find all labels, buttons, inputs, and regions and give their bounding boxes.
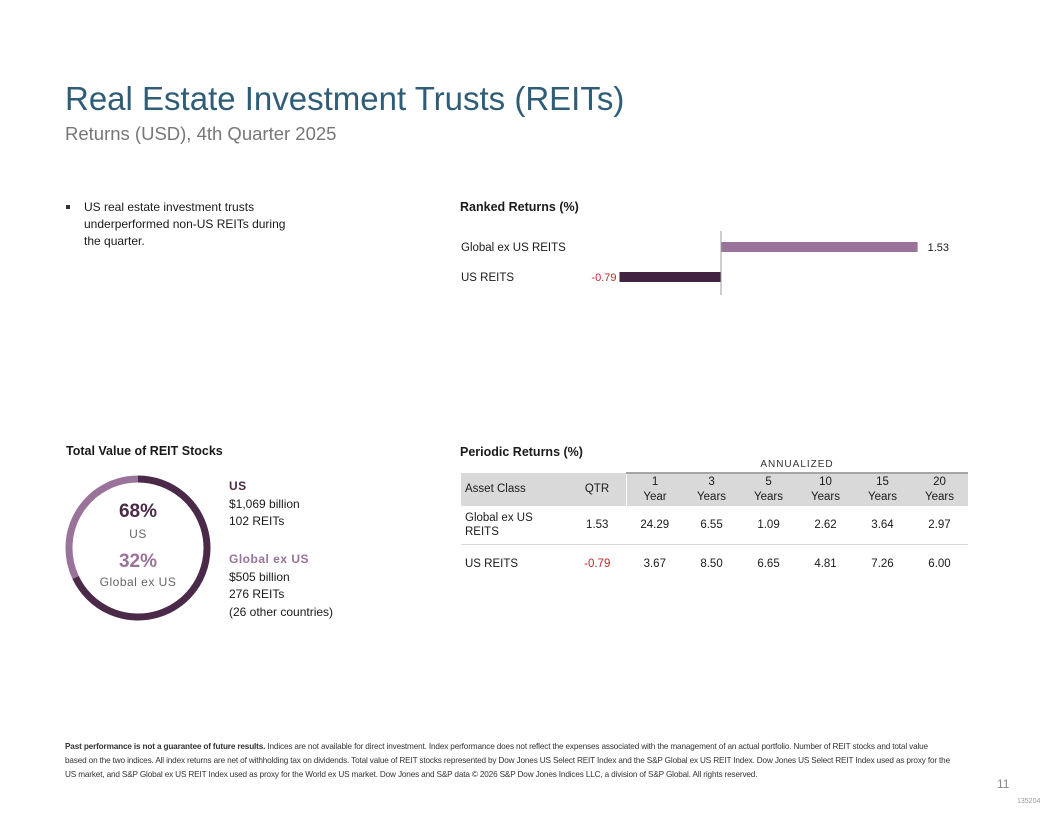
col-3-years: 3 Years bbox=[683, 472, 741, 506]
table-row: Global ex US REITS 1.53 24.29 6.55 1.09 2… bbox=[461, 506, 968, 545]
y10-cell: 4.81 bbox=[814, 558, 837, 570]
bullet-icon bbox=[66, 205, 70, 209]
global-legend-count: 276 REITs bbox=[229, 587, 285, 601]
us-legend-value: $1,069 billion bbox=[229, 496, 300, 511]
y15-cell: 3.64 bbox=[854, 506, 911, 545]
page-number: 11 bbox=[997, 777, 1010, 791]
table-row: US REITS -0.79 3.67 8.50 6.65 4.81 7.26 … bbox=[461, 545, 968, 584]
periodic-returns-table: Asset Class QTR 1 Year 3 Years 5 Years 10 Ye… bbox=[461, 472, 968, 583]
y3-cell: 8.50 bbox=[700, 558, 723, 570]
qtr-cell: -0.79 bbox=[584, 558, 611, 570]
category-label: Global ex US REITS bbox=[461, 242, 566, 254]
col-15-years: 15 Years bbox=[854, 472, 911, 506]
y5-cell: 1.09 bbox=[740, 506, 798, 545]
global-legend-value: $505 billion bbox=[229, 569, 290, 584]
ranked-returns-title: Ranked Returns (%) bbox=[460, 200, 579, 214]
footnote: Past performance is not a guarantee of f… bbox=[65, 740, 950, 782]
table-header-row: Asset Class QTR 1 Year 3 Years 5 Years 10 Ye… bbox=[461, 472, 968, 506]
asset-class-cell: US REITS bbox=[465, 558, 519, 570]
col-20-years: 20 Years bbox=[910, 472, 968, 506]
us-legend-count: 102 REITs bbox=[229, 514, 285, 528]
category-label: US REITS bbox=[461, 272, 514, 284]
y15-cell: 7.26 bbox=[871, 558, 894, 570]
y20-cell: 2.97 bbox=[910, 506, 968, 545]
col-10-years: 10 Years bbox=[797, 472, 854, 506]
us-legend-heading: US bbox=[229, 479, 247, 493]
ranked-returns-chart: Global ex US REITS 1.53 US REITS -0.79 bbox=[461, 231, 949, 295]
us-share-label: US bbox=[129, 527, 147, 541]
footnote-disclaimer: Past performance is not a guarantee of f… bbox=[65, 742, 266, 751]
bar bbox=[721, 242, 918, 252]
footnote-text: Indices are not available for direct inv… bbox=[65, 742, 950, 779]
global-legend-heading: Global ex US bbox=[229, 552, 310, 566]
y3-cell: 6.55 bbox=[683, 506, 741, 545]
total-value-title: Total Value of REIT Stocks bbox=[66, 444, 223, 458]
bullet-text: US real estate investment trusts underpe… bbox=[84, 200, 286, 248]
annualized-label: ANNUALIZED bbox=[760, 459, 834, 470]
col-1-year: 1 Year bbox=[626, 472, 684, 506]
page-title: Real Estate Investment Trusts (REITs) bbox=[65, 80, 625, 117]
page-subtitle: Returns (USD), 4th Quarter 2025 bbox=[65, 123, 337, 144]
global-legend: Global ex US $505 billion 276 REITs (26 … bbox=[229, 551, 333, 621]
us-share-percent: 68% bbox=[118, 501, 158, 522]
global-share-label: Global ex US bbox=[99, 575, 177, 589]
y20-cell: 6.00 bbox=[928, 558, 951, 570]
periodic-returns-title: Periodic Returns (%) bbox=[460, 445, 583, 459]
global-legend-countries: (26 other countries) bbox=[229, 604, 334, 619]
document-code: 135204 bbox=[1017, 798, 1041, 805]
col-qtr: QTR bbox=[568, 473, 627, 506]
col-asset-class: Asset Class bbox=[461, 473, 568, 506]
y5-cell: 6.65 bbox=[757, 558, 780, 570]
data-label: -0.79 bbox=[591, 272, 616, 284]
asset-class-cell: Global ex US REITS bbox=[461, 506, 568, 545]
y1-cell: 24.29 bbox=[626, 506, 684, 545]
qtr-cell: 1.53 bbox=[568, 506, 627, 545]
donut-slice-global-ex-us bbox=[65, 475, 139, 579]
y1-cell: 3.67 bbox=[643, 558, 666, 570]
global-share-percent: 32% bbox=[118, 551, 158, 572]
reit-value-donut-chart bbox=[65, 475, 211, 621]
bar bbox=[619, 272, 721, 282]
y10-cell: 2.62 bbox=[797, 506, 854, 545]
us-legend: US $1,069 billion 102 REITs bbox=[229, 478, 300, 531]
col-5-years: 5 Years bbox=[740, 472, 798, 506]
bullet-point: US real estate investment trusts underpe… bbox=[66, 199, 291, 250]
donut-slice-us bbox=[72, 475, 211, 621]
data-label: 1.53 bbox=[928, 242, 949, 254]
